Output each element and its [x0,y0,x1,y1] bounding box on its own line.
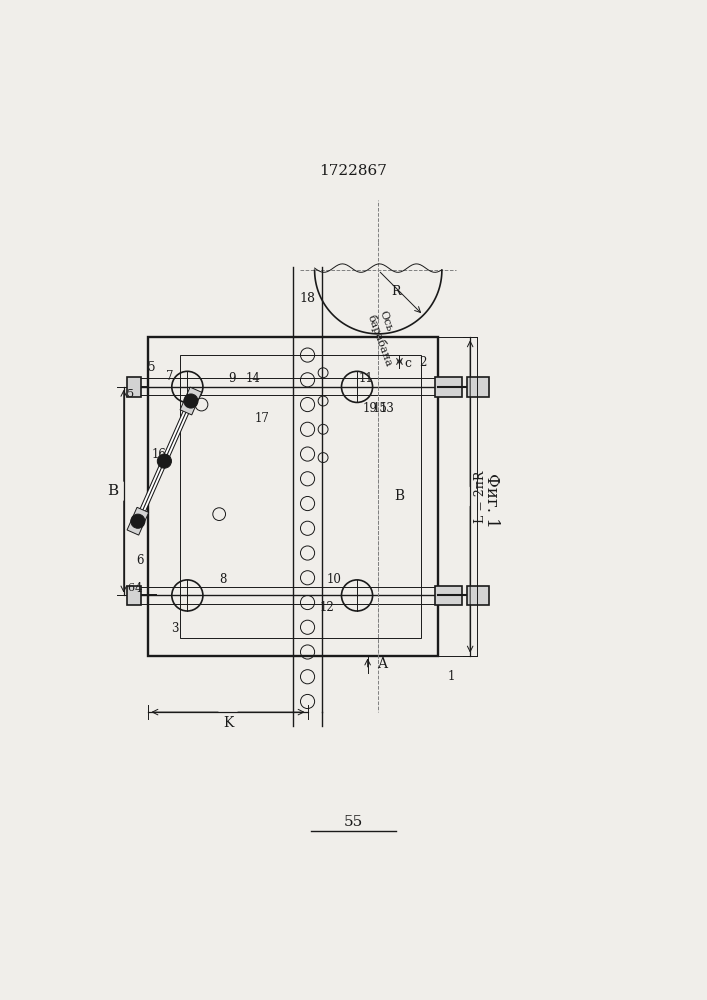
Text: R: R [391,285,401,298]
Bar [127,586,141,605]
Text: 11: 11 [359,372,373,385]
Text: Ось
барабана: Ось барабана [366,309,405,368]
Text: L = 2πR: L = 2πR [474,470,487,523]
Text: Фиг. 1: Фиг. 1 [483,473,500,527]
Text: 6: 6 [127,583,134,593]
Circle shape [184,394,198,408]
Text: 13: 13 [380,402,395,415]
Text: 7: 7 [166,370,173,383]
Text: 55: 55 [344,815,363,829]
Text: 1: 1 [448,670,455,683]
Text: B: B [107,484,119,498]
Text: 1722867: 1722867 [320,164,387,178]
Polygon shape [127,507,148,535]
Circle shape [157,454,171,468]
Text: 6: 6 [136,554,144,567]
Text: c: c [404,357,411,370]
Text: 2: 2 [419,356,426,369]
Text: 4: 4 [135,582,142,595]
Text: 18: 18 [300,292,315,305]
Text: 19: 19 [362,402,378,415]
Text: 12: 12 [320,601,334,614]
Text: 9: 9 [228,372,235,385]
Bar [435,377,462,397]
Text: B: B [395,489,404,503]
Bar [148,337,438,656]
Text: A: A [377,657,387,671]
Bar [435,586,462,605]
Bar [467,377,489,397]
Bar [180,355,421,638]
Text: 8: 8 [219,573,226,586]
Text: 5: 5 [127,389,134,399]
Text: 17: 17 [254,412,269,425]
Text: 10: 10 [327,573,342,586]
Polygon shape [180,387,201,415]
Bar [467,586,489,605]
Text: 3: 3 [172,622,179,635]
Bar [127,377,141,397]
Text: K: K [223,716,233,730]
Text: 5: 5 [148,361,155,374]
Text: 14: 14 [245,372,261,385]
Text: 16: 16 [151,448,167,461]
Text: 15: 15 [372,402,387,415]
Circle shape [131,514,145,528]
